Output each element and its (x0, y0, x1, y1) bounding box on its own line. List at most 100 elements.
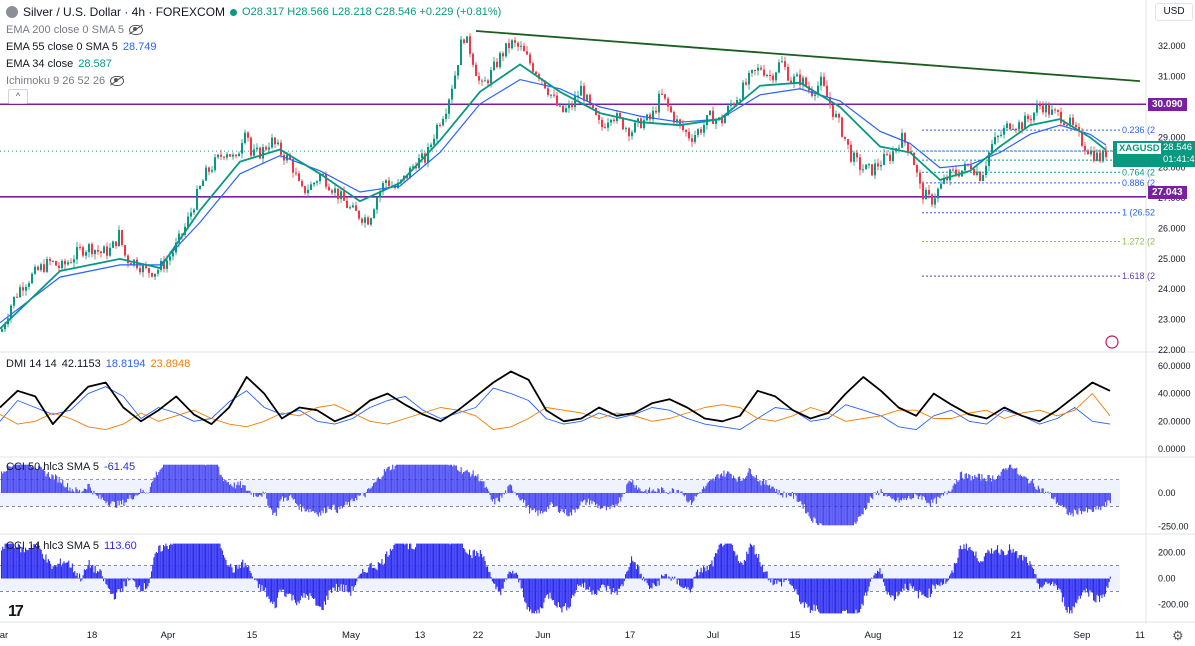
cci-bar (794, 492, 796, 494)
candle-body (796, 74, 798, 77)
cci-bar (137, 578, 139, 588)
cci-bar (877, 570, 879, 579)
gear-icon[interactable]: ⚙ (1172, 628, 1184, 643)
cci-bar (830, 492, 832, 526)
cci-bar (419, 543, 421, 579)
cci-bar (767, 485, 769, 493)
cci-bar (866, 578, 868, 596)
cci-bar (565, 578, 567, 604)
cci-bar (635, 569, 637, 579)
cci-bar (1106, 578, 1108, 587)
visibility-hidden-icon[interactable] (129, 25, 144, 35)
cci-bar (289, 578, 291, 594)
cci-bar (321, 492, 323, 511)
cci-bar (351, 578, 353, 587)
cci-bar (597, 492, 599, 509)
cci50-legend[interactable]: CCI 50 hlc3 SMA 5 -61.45 (6, 461, 135, 473)
cci-bar (380, 479, 382, 493)
cci-bar (11, 543, 13, 579)
cci-bar (593, 492, 595, 503)
cci-bar (5, 471, 7, 493)
cci-bar (235, 565, 237, 579)
candle-body (94, 249, 96, 255)
cci-bar (533, 578, 535, 614)
cci-bar (711, 560, 713, 579)
candle-body (226, 154, 228, 158)
cci-bar (689, 578, 691, 593)
cci-bar (1003, 551, 1005, 579)
cci-bar (152, 481, 154, 493)
cci-bar (1093, 578, 1095, 601)
collapse-legend-button[interactable]: ^ (8, 89, 28, 104)
cci-bar (280, 492, 282, 500)
currency-button[interactable]: USD (1155, 3, 1193, 21)
cci14-legend[interactable]: CCI 14 hlc3 SMA 5 113.60 (6, 540, 137, 552)
ema55-legend[interactable]: EMA 55 close 0 SMA 5 28.749 (6, 41, 157, 53)
cci-bar (873, 575, 875, 579)
cci-bar (520, 492, 522, 501)
cci-bar (615, 578, 617, 592)
cci-bar (1070, 492, 1072, 516)
cci-bar (58, 477, 60, 493)
cci-bar (803, 492, 805, 505)
cci-bar (458, 543, 460, 579)
cci-bar (315, 492, 317, 513)
cci-bar (856, 492, 858, 522)
cci-bar (173, 543, 175, 579)
candle-body (157, 270, 159, 274)
cci-bar (268, 492, 270, 508)
candle-body (628, 128, 630, 137)
ema34-legend[interactable]: EMA 34 close 28.587 (6, 58, 112, 70)
cci-bar (164, 546, 166, 579)
cci-bar (70, 567, 72, 579)
cci-bar (731, 544, 733, 579)
cci-bar (987, 549, 989, 579)
cci-bar (189, 543, 191, 579)
candle-body (688, 131, 690, 139)
cci-bar (296, 578, 298, 606)
minus-di-line (0, 393, 1111, 431)
symbol-legend[interactable]: Silver / U.S. Dollar · 4h · FOREXCOM O28… (6, 5, 501, 19)
cci-bar (1058, 578, 1060, 589)
cci-bar (239, 481, 241, 493)
cci-bar (277, 492, 279, 508)
cci-bar (23, 552, 25, 579)
cci-bar (568, 492, 570, 517)
cci-bar (895, 578, 897, 600)
cci-bar (698, 492, 700, 494)
cci-bar (1102, 492, 1104, 506)
cci-bar (562, 578, 564, 607)
cci-bar (213, 464, 215, 493)
candle-body (985, 165, 987, 176)
cci-bar (791, 492, 793, 493)
cci-bar (203, 464, 205, 493)
cci-bar (952, 485, 954, 493)
cci-bar (440, 464, 442, 493)
cci-bar (916, 578, 918, 592)
cci-bar (659, 492, 661, 494)
candle-body (727, 105, 729, 116)
cci-bar (1106, 492, 1108, 506)
cci-bar (1057, 492, 1059, 503)
cci-bar (244, 485, 246, 493)
cci-bar (782, 492, 784, 498)
candle-body (730, 103, 732, 106)
cci-bar (116, 578, 118, 593)
cci-bar (254, 492, 256, 494)
cci-bar (599, 578, 601, 588)
time-tick-label: 11 (1135, 630, 1145, 641)
ema200-legend[interactable]: EMA 200 close 0 SMA 5 (6, 24, 144, 36)
cci-bar (475, 475, 477, 493)
cci-bar (623, 492, 625, 494)
candle-body (970, 165, 972, 170)
cci-bar (551, 492, 553, 504)
visibility-hidden-icon[interactable] (110, 76, 125, 86)
cci-bar (62, 563, 64, 579)
cci-bar (482, 481, 484, 493)
ichimoku-legend[interactable]: Ichimoku 9 26 52 26 (6, 75, 125, 87)
dmi-legend[interactable]: DMI 14 14 42.1153 18.8194 23.8948 (6, 358, 190, 370)
candle-body (334, 188, 336, 193)
cci-bar (712, 478, 714, 493)
candle-body (856, 152, 858, 158)
